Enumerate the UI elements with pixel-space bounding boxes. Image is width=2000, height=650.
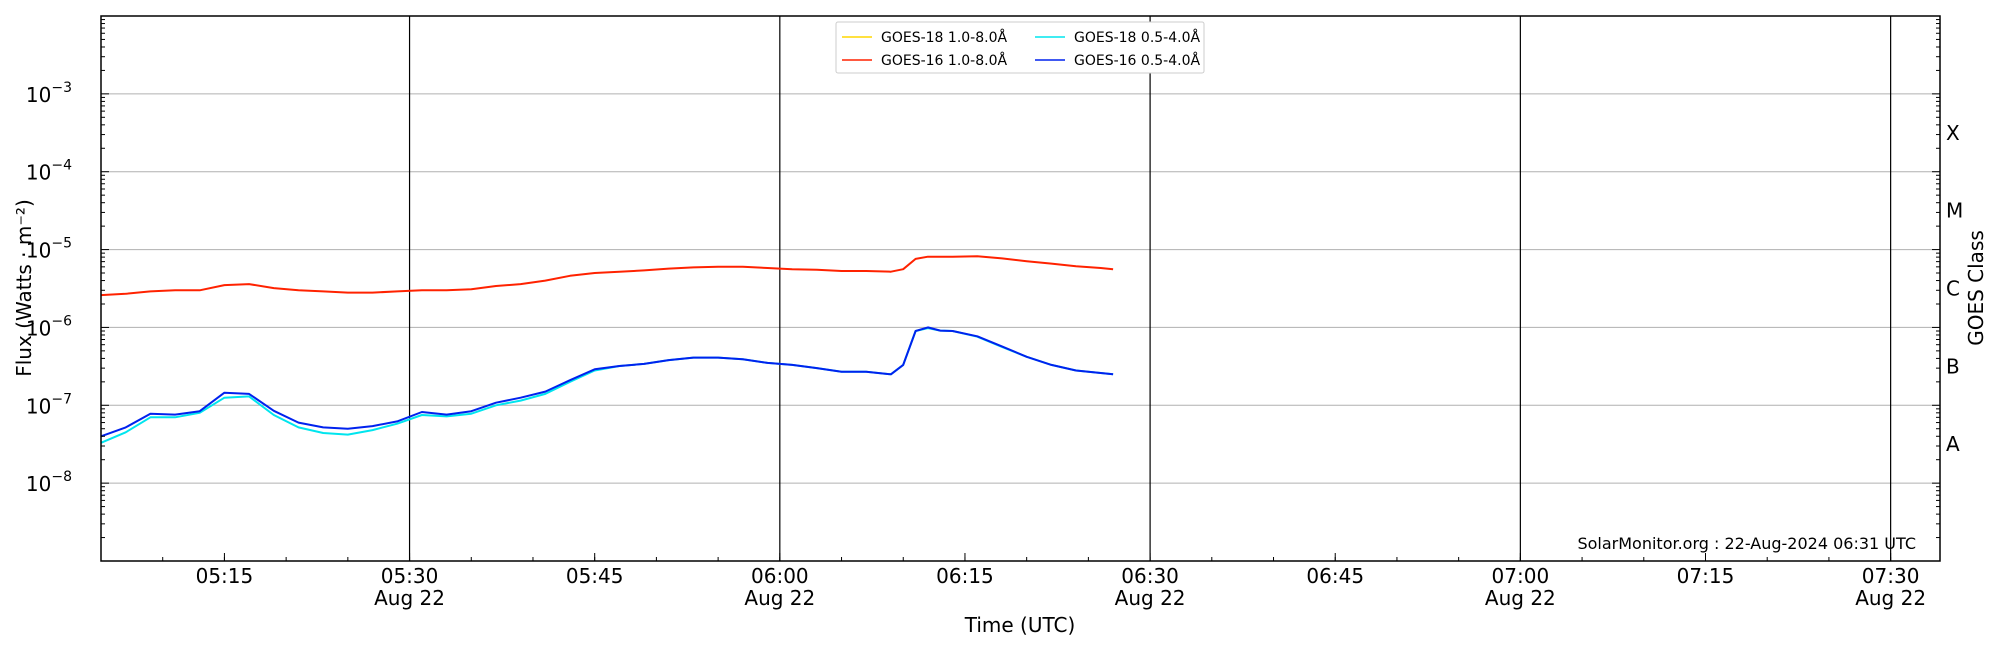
series-line	[100, 327, 1114, 444]
x-tick-date-label: Aug 22	[1855, 586, 1926, 610]
y-tick-label: 10−6	[26, 313, 72, 340]
x-tick-label: 05:30	[381, 564, 439, 588]
legend-label-goes18-short: GOES-18 0.5-4.0Å	[1074, 29, 1200, 46]
goes-class-labels: A B C M X	[1946, 121, 1963, 456]
x-tick-date-label: Aug 22	[744, 586, 815, 610]
x-tick-date-label: Aug 22	[1485, 586, 1556, 610]
grid-lines	[101, 93, 1940, 484]
x-tick-label: 05:45	[566, 564, 624, 588]
x-tick-label: 07:00	[1492, 564, 1550, 588]
goes-class-label: C	[1946, 277, 1960, 301]
x-tick-label: 06:15	[936, 564, 994, 588]
plot-frame	[100, 15, 1941, 562]
series-lines	[100, 255, 1114, 444]
x-tick-label: 07:30	[1862, 564, 1920, 588]
y-tick-label: 10−7	[26, 391, 72, 418]
y-tick-label: 10−3	[26, 80, 72, 107]
goes-class-label: B	[1946, 354, 1960, 378]
y-tick-labels: 10−8 10−7 10−6 10−5 10−4 10−3	[26, 80, 72, 496]
series-line	[100, 326, 1114, 438]
series-line	[100, 255, 1114, 297]
day-marker-lines	[408, 16, 1892, 561]
credit-text: SolarMonitor.org : 22-Aug-2024 06:31 UTC	[1577, 534, 1916, 553]
axis-ticks	[100, 15, 1940, 562]
x-tick-label: 06:30	[1121, 564, 1179, 588]
y-tick-label: 10−5	[26, 236, 72, 263]
goes-class-label: X	[1946, 121, 1960, 145]
right-axis-title: GOES Class	[1964, 230, 1988, 346]
x-tick-label: 05:15	[196, 564, 254, 588]
y-axis-title: Flux (Watts · m⁻²)	[12, 199, 36, 377]
x-tick-label: 06:45	[1306, 564, 1364, 588]
x-axis-title: Time (UTC)	[964, 613, 1076, 637]
x-tick-label: 06:00	[751, 564, 809, 588]
x-tick-date-label: Aug 22	[1115, 586, 1186, 610]
x-tick-date-label: Aug 22	[374, 586, 445, 610]
legend-label-goes18-long: GOES-18 1.0-8.0Å	[881, 29, 1007, 46]
y-tick-label: 10−8	[26, 469, 72, 496]
goes-class-label: A	[1946, 432, 1960, 456]
y-tick-label: 10−4	[26, 158, 72, 185]
goes-class-label: M	[1946, 199, 1963, 223]
legend: GOES-18 1.0-8.0Å GOES-16 1.0-8.0Å GOES-1…	[835, 21, 1205, 74]
legend-label-goes16-long: GOES-16 1.0-8.0Å	[881, 52, 1007, 69]
legend-box	[835, 21, 1205, 74]
legend-label-goes16-short: GOES-16 0.5-4.0Å	[1074, 52, 1200, 69]
x-tick-label: 07:15	[1677, 564, 1735, 588]
